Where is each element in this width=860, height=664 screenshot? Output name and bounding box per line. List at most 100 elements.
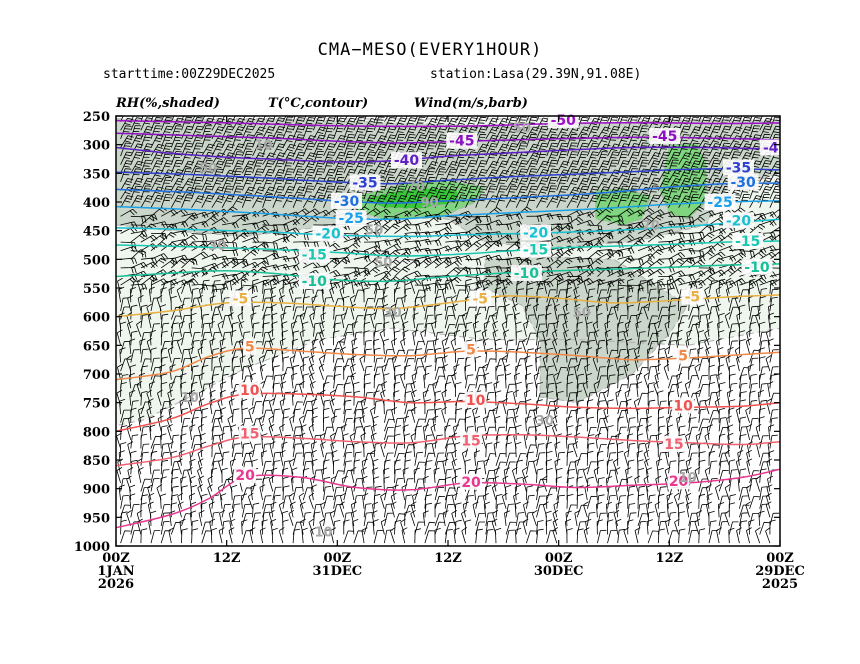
wind-barb	[391, 338, 397, 354]
wind-barb	[708, 392, 718, 406]
wind-barb	[597, 233, 614, 243]
contour-label-bg	[520, 224, 552, 241]
wind-barb	[231, 195, 246, 208]
wind-barb	[545, 519, 552, 535]
wind-barb	[353, 459, 361, 475]
wind-barb	[292, 177, 304, 191]
wind-barb	[708, 382, 716, 397]
wind-barb	[455, 392, 466, 406]
wind-barb	[543, 277, 550, 294]
wind-barb	[371, 510, 378, 526]
wind-barb	[607, 495, 616, 509]
wind-barb	[525, 304, 532, 320]
rh-contour-line	[595, 187, 652, 226]
wind-barb	[179, 518, 186, 535]
wind-barb	[373, 224, 391, 234]
wind-barb	[241, 134, 254, 148]
wind-barb	[465, 185, 477, 200]
wind-barb	[455, 382, 462, 397]
wind-barb	[279, 338, 286, 354]
wind-barb	[505, 185, 518, 200]
wind-barb	[309, 312, 316, 329]
wind-barb	[424, 468, 432, 483]
wind-barb	[140, 528, 148, 544]
wind-barb	[668, 305, 676, 320]
wind-barb	[201, 331, 211, 346]
temperature-label: -45	[652, 129, 677, 145]
wind-barb	[160, 313, 169, 329]
wind-barb	[384, 143, 397, 157]
wind-barb	[170, 278, 177, 294]
wind-barb	[323, 117, 336, 131]
wind-barb	[746, 484, 753, 501]
wind-barb	[289, 458, 295, 475]
wind-barb	[759, 331, 768, 346]
wind-barb	[359, 415, 366, 432]
wind-barb	[607, 169, 621, 183]
wind-barb	[343, 142, 355, 157]
wind-barb	[706, 493, 713, 509]
wind-barb	[191, 520, 199, 535]
temperature-label: 5	[245, 339, 255, 355]
wind-barb	[370, 312, 376, 329]
wind-barb	[566, 151, 578, 165]
wind-barb	[736, 277, 743, 294]
wind-barb	[363, 159, 375, 174]
wind-barb	[434, 177, 448, 191]
wind-barb	[647, 214, 664, 226]
wind-barb	[455, 214, 471, 226]
wind-barb	[521, 466, 528, 484]
wind-barb	[191, 435, 201, 449]
wind-barb	[746, 449, 752, 466]
wind-barb	[217, 303, 224, 320]
wind-barb	[654, 501, 661, 518]
wind-barb	[526, 177, 538, 191]
wind-barb	[726, 286, 732, 303]
wind-barb	[424, 161, 439, 174]
wind-barb	[576, 134, 588, 148]
wind-barb	[353, 151, 367, 165]
wind-barb	[759, 399, 768, 415]
wind-barb	[718, 433, 726, 449]
wind-barb	[137, 277, 143, 294]
wind-barb	[455, 357, 465, 372]
wind-barb	[708, 418, 719, 432]
wind-barb	[615, 518, 622, 535]
wind-barb	[623, 355, 630, 372]
wind-barb	[769, 366, 779, 380]
temperature-label: 20	[235, 468, 255, 484]
wind-barb	[258, 355, 265, 372]
wind-barb	[739, 512, 749, 526]
wind-barb	[483, 415, 489, 432]
wind-barb	[597, 143, 611, 157]
wind-barb	[759, 366, 769, 380]
wind-barb	[566, 399, 574, 415]
wind-barb	[767, 338, 774, 354]
wind-barb	[403, 433, 411, 449]
wind-barb	[515, 185, 528, 200]
wind-barb	[301, 527, 308, 544]
wind-barb	[313, 322, 321, 337]
wind-barb	[349, 294, 356, 312]
wind-barb	[739, 416, 747, 432]
wind-barb	[606, 519, 614, 535]
wind-barb	[262, 194, 274, 208]
wind-barb	[597, 168, 609, 183]
wind-barb	[384, 503, 393, 518]
wind-barb	[596, 502, 603, 518]
wind-barb	[455, 408, 463, 423]
wind-barb	[576, 151, 588, 165]
wind-barb	[597, 160, 610, 174]
wind-barb	[323, 459, 330, 475]
wind-barb	[686, 329, 693, 346]
wind-barb	[420, 355, 427, 372]
wind-barb	[434, 186, 448, 200]
wind-barb	[231, 117, 246, 131]
wind-barb	[208, 501, 215, 518]
wind-barb	[505, 143, 518, 157]
wind-barb	[359, 355, 366, 372]
wind-barb	[217, 484, 224, 501]
wind-barb	[288, 492, 295, 509]
wind-barb	[157, 415, 164, 432]
wind-barb	[280, 372, 287, 389]
